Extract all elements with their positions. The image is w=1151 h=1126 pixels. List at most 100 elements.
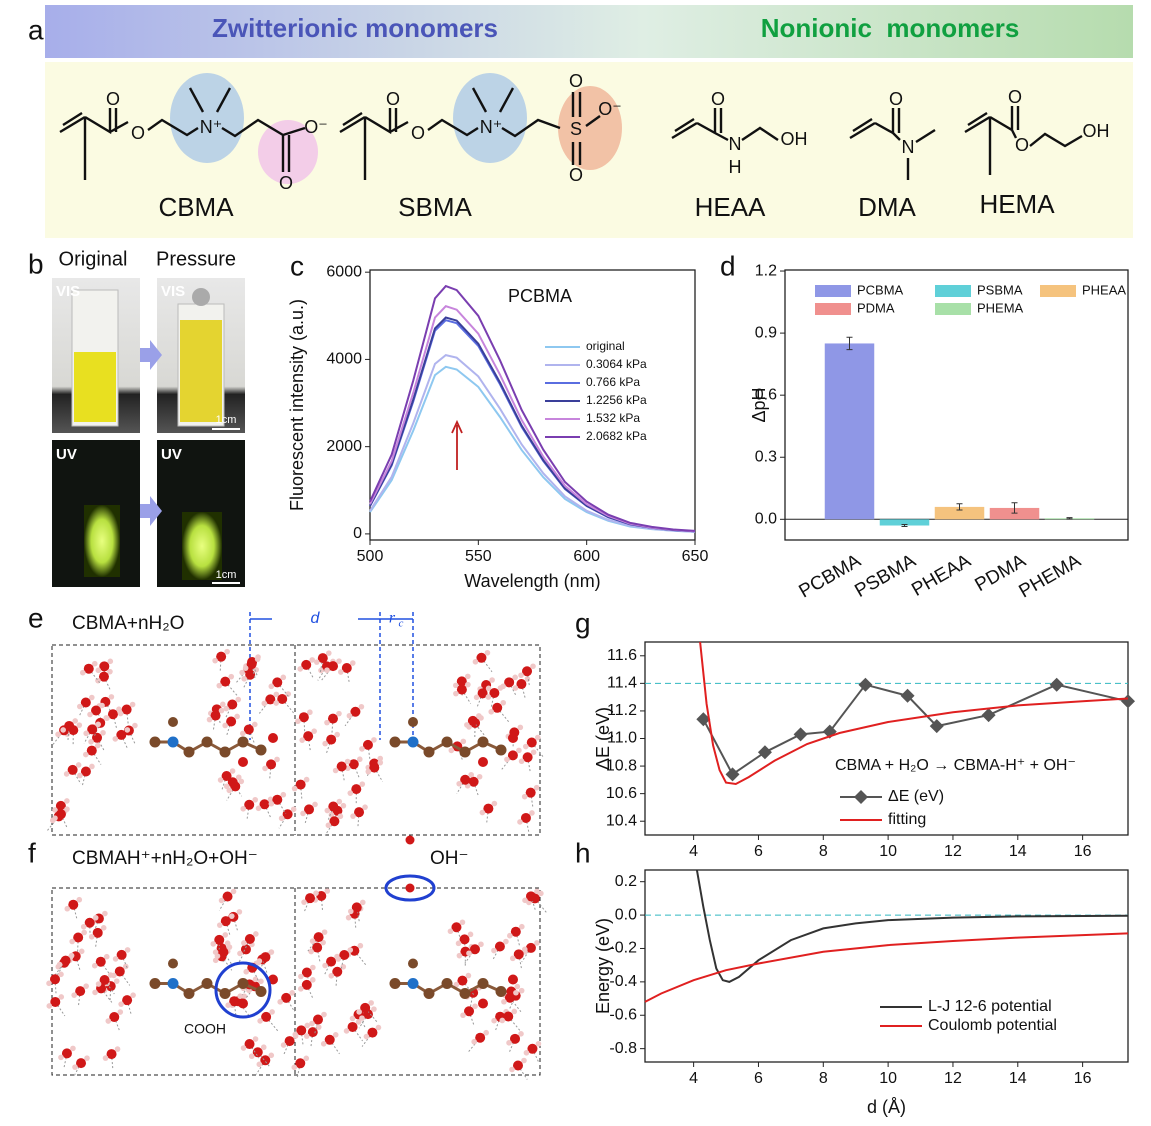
hydrogen xyxy=(491,800,498,807)
hydrogen xyxy=(83,983,89,989)
hydrogen xyxy=(82,751,89,758)
hbond xyxy=(78,702,87,717)
hbond xyxy=(120,734,129,750)
panel-letter: h xyxy=(575,837,591,868)
oxygen xyxy=(369,762,380,773)
oxygen xyxy=(303,731,314,742)
atom: O xyxy=(386,89,400,109)
hydrogen xyxy=(130,992,136,998)
hydrogen xyxy=(75,762,82,768)
hydrogen xyxy=(453,981,460,988)
legend-marker xyxy=(854,790,868,804)
legend-swatch xyxy=(1040,285,1076,297)
hbond xyxy=(112,714,118,729)
hydrogen xyxy=(448,747,455,754)
atom xyxy=(408,958,418,969)
hydrogen xyxy=(304,1022,311,1029)
hbond xyxy=(517,1065,528,1080)
hydrogen xyxy=(455,940,462,947)
x-axis-label: Wavelength (nm) xyxy=(464,571,600,591)
hydrogen xyxy=(324,667,330,673)
arrow xyxy=(451,419,463,470)
oxygen xyxy=(210,710,221,721)
hydrogen xyxy=(522,743,529,750)
hydrogen xyxy=(280,674,287,681)
hydrogen xyxy=(228,913,235,919)
gel xyxy=(74,352,116,422)
hydrogen xyxy=(235,774,242,781)
oxygen xyxy=(326,734,337,745)
header: Zwitterionic monomers xyxy=(212,13,498,43)
oxygen xyxy=(347,1021,358,1032)
hydrogen xyxy=(222,932,229,938)
hbond xyxy=(468,1011,475,1026)
hydrogen xyxy=(112,956,119,962)
oxygen xyxy=(91,705,102,716)
hbond xyxy=(100,961,112,976)
hydrogen xyxy=(79,669,86,676)
panel-letter: e xyxy=(28,602,44,633)
oxygen xyxy=(301,979,312,990)
hydrogen xyxy=(102,1055,109,1061)
hydrogen xyxy=(83,730,89,737)
y-axis-label: Energy (eV) xyxy=(593,918,613,1014)
oxygen xyxy=(73,932,84,943)
hbond xyxy=(226,786,236,801)
hydrogen xyxy=(235,696,242,703)
y-tick-label: 0.6 xyxy=(755,386,777,403)
oxygen xyxy=(348,759,359,770)
oxygen xyxy=(468,776,479,787)
hydrogen xyxy=(472,1003,478,1010)
hydrogen xyxy=(80,923,87,930)
hydrogen xyxy=(212,657,218,664)
oxygen xyxy=(84,917,95,928)
oxygen xyxy=(483,803,494,814)
hydrogen xyxy=(228,673,235,680)
hbond xyxy=(218,896,228,911)
atom xyxy=(508,733,518,743)
hbond xyxy=(456,746,464,761)
oxygen xyxy=(116,949,127,960)
hydrogen xyxy=(336,710,342,717)
hydrogen xyxy=(324,719,330,726)
oxygen xyxy=(467,715,478,726)
hydrogen xyxy=(253,931,259,937)
x-tick-label: PHEAA xyxy=(908,550,975,601)
hydrogen xyxy=(124,727,131,733)
atom xyxy=(407,736,419,748)
hbond xyxy=(251,967,260,982)
legend-label: PDMA xyxy=(857,300,895,315)
hbond xyxy=(72,904,78,919)
hydrogen xyxy=(112,736,119,742)
oxygen xyxy=(216,651,227,662)
hydrogen xyxy=(268,949,275,955)
hydrogen xyxy=(465,972,472,979)
hydrogen xyxy=(107,668,113,675)
photo-label: UV xyxy=(161,446,182,463)
header: Nonionic monomers xyxy=(761,13,1020,43)
hydrogen xyxy=(497,685,504,691)
hbond xyxy=(224,704,233,719)
hydrogen xyxy=(291,1064,298,1071)
hydrogen xyxy=(56,961,63,968)
hydrogen xyxy=(64,798,70,804)
marker xyxy=(1121,694,1135,709)
hbond xyxy=(534,898,547,913)
hbond xyxy=(329,1039,340,1055)
hydrogen xyxy=(347,908,354,915)
atom: O⁻ xyxy=(598,99,622,119)
x-tick-label: PSBMA xyxy=(851,550,919,602)
hydrogen xyxy=(218,897,225,904)
atom: O xyxy=(131,123,145,143)
panel-letter: b xyxy=(28,248,44,279)
hbond xyxy=(530,896,536,911)
hydrogen xyxy=(52,807,58,813)
hydrogen xyxy=(118,1001,124,1007)
atom xyxy=(238,998,248,1009)
error-bar xyxy=(1011,502,1018,514)
hbond xyxy=(104,979,115,995)
hbond xyxy=(128,730,136,745)
atom xyxy=(201,978,213,989)
hydrogen xyxy=(268,1052,275,1059)
panel-title: CBMAH⁺+nH₂O+OH⁻ xyxy=(72,848,258,869)
